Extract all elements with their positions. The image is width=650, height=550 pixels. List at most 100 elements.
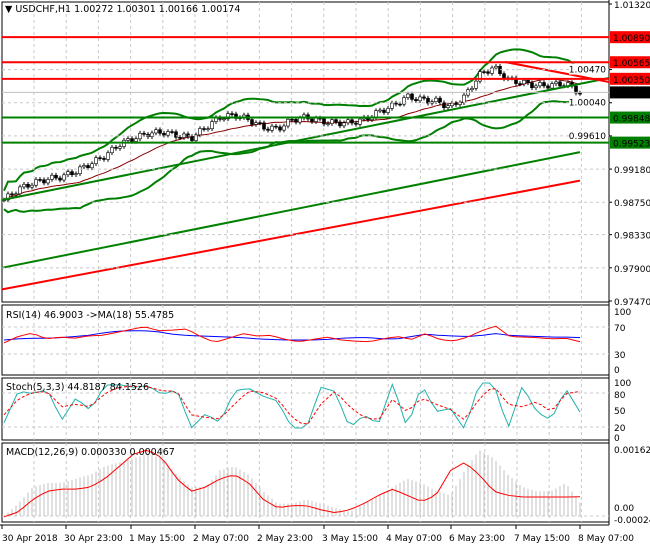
candle <box>410 93 414 100</box>
candle <box>546 85 550 89</box>
candle <box>450 102 454 107</box>
candle <box>350 119 354 124</box>
candle <box>454 102 458 105</box>
candle <box>18 186 22 195</box>
collapse-triangle-icon[interactable]: ▼ <box>5 4 13 15</box>
candle <box>82 165 86 168</box>
level-price-tag <box>610 136 650 149</box>
bollinger-upper <box>3 48 581 192</box>
candle <box>202 128 206 130</box>
candle <box>342 122 346 127</box>
trendline-support <box>1 77 610 201</box>
candle <box>14 193 18 196</box>
candle <box>382 109 386 113</box>
candle <box>462 94 466 104</box>
candle <box>526 79 530 84</box>
moving-average-long-green <box>1 151 581 269</box>
candle <box>74 173 78 176</box>
symbol-name: USDCHF,H1 <box>15 4 72 15</box>
price-tick-label-bg <box>569 63 607 75</box>
level-price-label: 1.00890 <box>613 34 650 44</box>
candle <box>198 128 202 136</box>
candle <box>538 82 542 87</box>
candle <box>190 136 194 141</box>
symbol-header: ▼ USDCHF,H1 1.00272 1.00301 1.00166 1.00… <box>5 4 240 15</box>
stoch-signal-line <box>3 385 581 425</box>
candle <box>398 103 402 106</box>
candle <box>554 81 558 84</box>
candle <box>482 71 486 73</box>
candle <box>158 129 162 134</box>
candle <box>558 81 562 87</box>
candle <box>6 193 10 201</box>
candle <box>274 125 278 128</box>
candle <box>162 132 166 136</box>
level-price-label: 1.00350 <box>613 76 650 86</box>
candle <box>406 93 410 98</box>
candle <box>486 71 490 74</box>
candle <box>58 177 62 181</box>
candle <box>70 171 74 176</box>
candle <box>194 134 198 141</box>
candle <box>26 183 30 188</box>
time-label: 3 May 15:00 <box>322 534 378 544</box>
rsi-tick-label: 100 <box>614 308 631 318</box>
level-price-label: 0.99523 <box>613 140 650 150</box>
candle <box>154 129 158 134</box>
candle <box>126 138 130 141</box>
macd-title: MACD(12,26,9) 0.000330 0.000467 <box>6 447 175 458</box>
candle <box>66 171 70 176</box>
candle <box>442 102 446 109</box>
level-price-label: 0.99848 <box>613 115 650 125</box>
candle <box>390 102 394 109</box>
candle <box>102 158 106 160</box>
candle <box>30 184 34 188</box>
candle <box>518 83 522 85</box>
level-price-label: 1.00174 <box>613 89 650 99</box>
candle <box>254 122 258 125</box>
candle <box>418 96 422 102</box>
candle <box>42 179 46 184</box>
price-tick-label: 1.01320 <box>614 1 650 11</box>
candle <box>474 80 478 89</box>
candle <box>174 131 178 138</box>
macd-tick-label: 0.00 <box>614 504 634 514</box>
rsi-title: RSI(14) 46.9003 ->MA(18) 55.4785 <box>6 310 175 321</box>
candle <box>166 131 170 136</box>
candle <box>334 119 338 123</box>
macd-signal-line <box>3 449 581 518</box>
candle <box>322 118 326 125</box>
candle <box>54 174 58 179</box>
candle <box>206 128 210 130</box>
level-price-tag <box>610 111 650 124</box>
candle <box>522 79 526 85</box>
time-label: 8 May 07:00 <box>578 534 634 544</box>
level-price-tag <box>610 72 650 85</box>
price-tick-label: 1.00470 <box>569 66 606 76</box>
candle <box>394 102 398 105</box>
candle <box>50 174 54 180</box>
candle <box>298 117 302 123</box>
candle <box>262 122 266 130</box>
candle <box>46 179 50 184</box>
level-price-label: 1.00565 <box>613 59 650 69</box>
candle <box>94 157 98 165</box>
macd-tick-label: 0.001622 <box>614 446 650 456</box>
ohlc-high: 1.00301 <box>116 4 156 15</box>
candle <box>78 166 82 174</box>
candle <box>222 118 226 121</box>
candle <box>62 174 66 181</box>
stoch-main-line <box>3 382 581 429</box>
candle <box>118 146 122 149</box>
level-price-tag <box>610 86 650 99</box>
candle <box>278 126 282 131</box>
candle <box>230 113 234 115</box>
candle <box>150 132 154 137</box>
candle <box>10 193 14 196</box>
candle <box>266 128 270 131</box>
candle <box>210 121 214 129</box>
candle <box>282 125 286 131</box>
rsi-tick-label: 30 <box>614 351 626 361</box>
